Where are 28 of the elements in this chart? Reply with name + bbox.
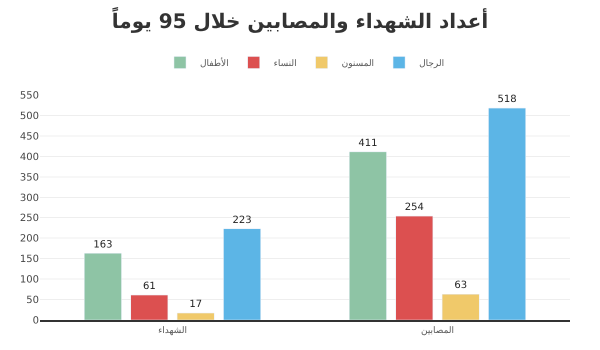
bar bbox=[176, 312, 214, 320]
data-label: 411 bbox=[358, 138, 378, 149]
y-tick-label: 500 bbox=[20, 110, 39, 122]
data-label: 163 bbox=[93, 239, 112, 250]
y-tick-label: 550 bbox=[20, 90, 39, 102]
y-tick-label: 50 bbox=[26, 295, 39, 306]
data-label: 223 bbox=[232, 214, 252, 226]
y-tick-label: 350 bbox=[20, 172, 39, 184]
legend-label: النساء bbox=[274, 59, 297, 70]
y-tick-label: 250 bbox=[20, 213, 39, 224]
chart-title: أعداد الشهداء والمصابين خلال 95 يوماً bbox=[112, 6, 488, 33]
legend-label: المسنون bbox=[342, 59, 374, 70]
y-tick-label: 150 bbox=[20, 254, 39, 266]
y-tick-label: 400 bbox=[20, 152, 39, 163]
data-label: 61 bbox=[142, 281, 156, 292]
y-tick-label: 450 bbox=[20, 131, 39, 142]
legend-label: الأطفال bbox=[200, 57, 229, 70]
legend-label: الرجال bbox=[419, 59, 444, 70]
data-label: 518 bbox=[498, 94, 517, 106]
x-tick-label: المصابين bbox=[420, 326, 454, 336]
y-tick-label: 100 bbox=[20, 274, 39, 286]
x-tick-label: الشهداء bbox=[158, 326, 187, 336]
y-tick-label: 0 bbox=[32, 316, 39, 326]
y-tick-label: 300 bbox=[20, 192, 39, 204]
data-label: 17 bbox=[189, 299, 202, 310]
data-label: 254 bbox=[404, 202, 424, 214]
y-tick-label: 200 bbox=[20, 234, 39, 245]
data-label: 63 bbox=[454, 280, 468, 292]
